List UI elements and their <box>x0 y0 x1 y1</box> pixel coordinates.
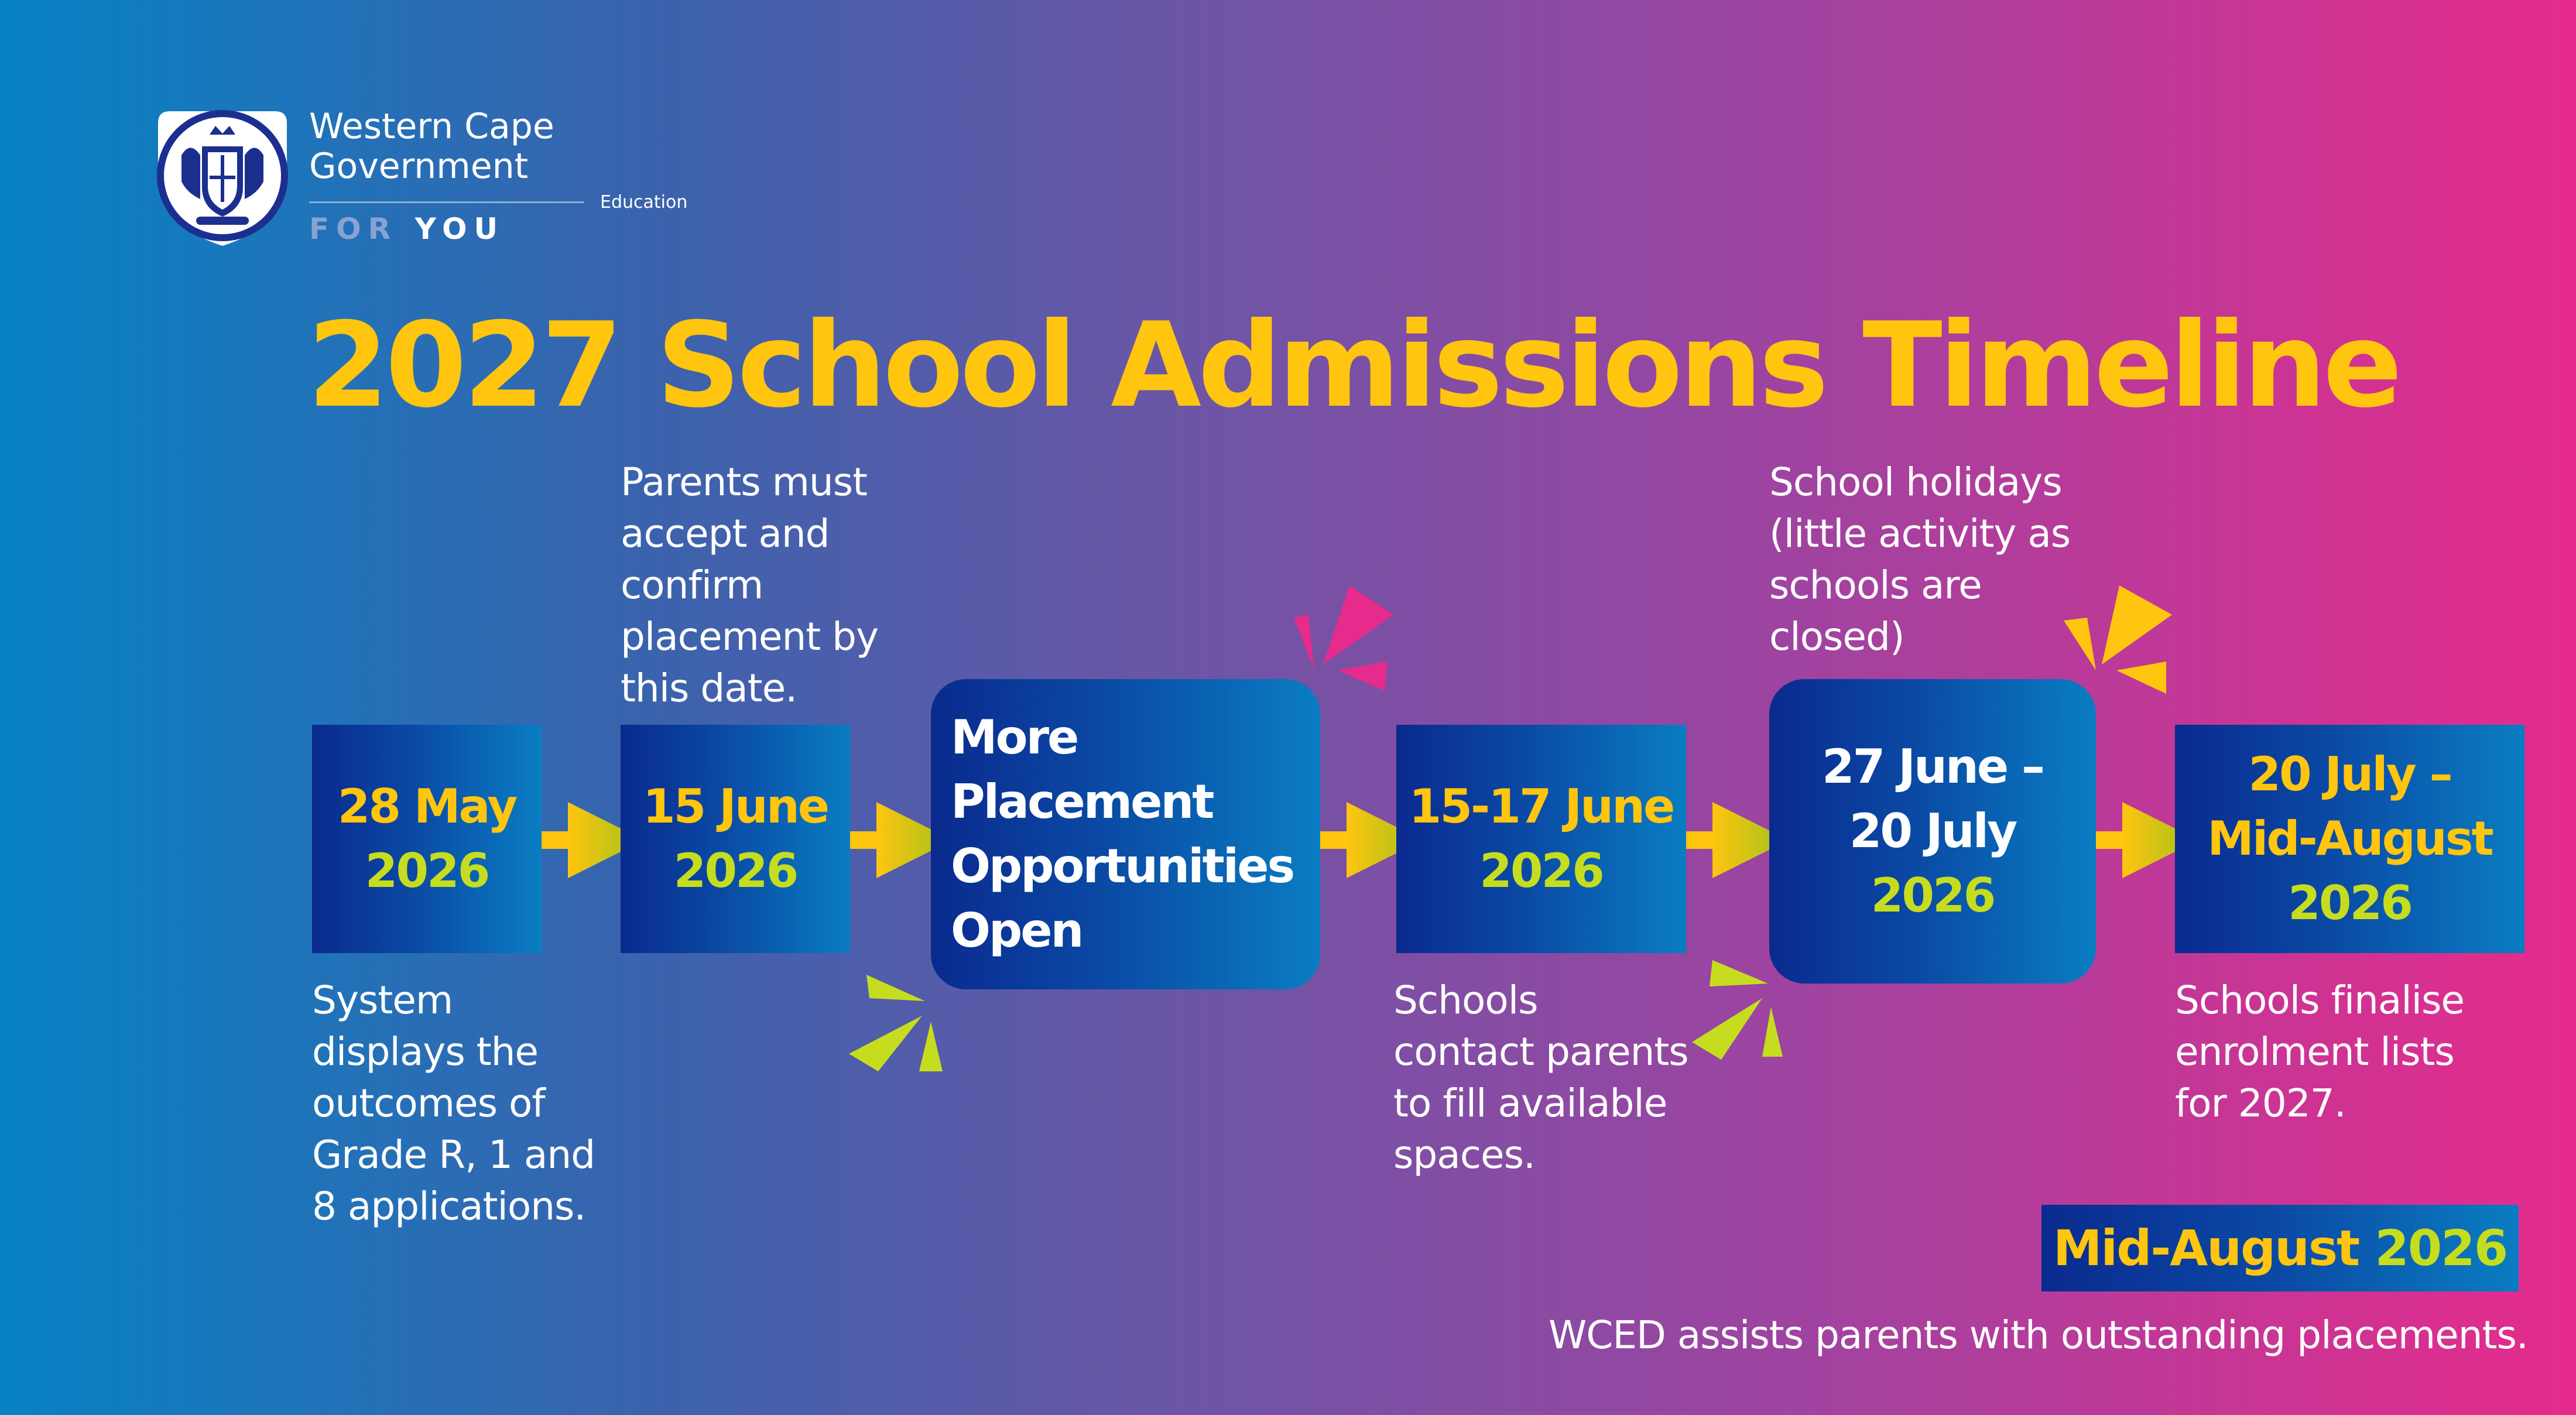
step-box-15-17-june: 15-17 June 2026 <box>1396 725 1686 953</box>
step-box-28-may: 28 May 2026 <box>312 725 542 953</box>
step-year: 2026 <box>365 844 491 898</box>
step-description: Schools finalise enrolment lists for 202… <box>2175 978 2465 1126</box>
step-description: Parents must accept and confirm placemen… <box>621 460 879 711</box>
step-date: 20 July <box>1849 804 2017 858</box>
final-note: WCED assists parents with outstanding pl… <box>1549 1313 2529 1358</box>
step-year: 2026 <box>2288 876 2413 930</box>
logo-tagline: FOR YOU <box>309 212 505 246</box>
arrow-right-icon <box>1320 802 1423 878</box>
burst-yellow-icon <box>2064 585 2172 694</box>
step-date: 15 June <box>642 779 830 834</box>
page-title: 2027 School Admissions Timeline <box>307 297 2402 434</box>
step-date: 28 May <box>337 779 518 834</box>
step-title-line: Placement <box>951 775 1215 829</box>
step-date: 15-17 June <box>1409 779 1676 834</box>
logo-divider <box>309 201 584 203</box>
final-date-box: Mid-August 2026 <box>2041 1205 2519 1291</box>
step-box-20-july-mid-august: 20 July – Mid-August 2026 <box>2175 725 2524 953</box>
arrow-right-icon <box>2096 802 2198 878</box>
step-title-line: Open <box>951 903 1084 958</box>
step-year: 2026 <box>673 844 799 898</box>
step-description-heading: School holidays <box>1769 460 2063 505</box>
final-year: 2026 <box>2375 1219 2508 1277</box>
step-date: 27 June – <box>1822 739 2045 794</box>
burst-green-icon <box>1692 960 1783 1060</box>
logo-name-line2: Government <box>309 146 529 187</box>
logo-name-line1: Western Cape <box>309 106 554 147</box>
arrow-right-icon <box>542 802 644 878</box>
step-description: (little activity as schools are closed) <box>1769 511 2071 659</box>
logo-department: Education <box>600 192 688 213</box>
arrow-right-icon <box>1686 802 1789 878</box>
step-description: Schools contact parents to fill availabl… <box>1393 978 1689 1177</box>
arrow-right-icon <box>850 802 953 878</box>
logo-tagline-you: YOU <box>415 212 505 246</box>
step-date: 20 July – <box>2248 747 2452 801</box>
burst-pink-icon <box>1294 585 1393 691</box>
step-date: Mid-August <box>2207 811 2493 866</box>
step-year: 2026 <box>1871 868 1996 923</box>
coat-of-arms-icon <box>157 110 288 246</box>
step-year: 2026 <box>1479 844 1605 898</box>
step-title-line: More <box>951 710 1079 765</box>
final-date: Mid-August <box>2053 1219 2360 1277</box>
burst-green-icon <box>849 975 943 1071</box>
logo-tagline-for: FOR <box>309 212 398 246</box>
step-box-more-placement: More Placement Opportunities Open <box>931 679 1320 989</box>
step-title-line: Opportunities <box>951 839 1295 893</box>
step-box-27-june-20-july: 27 June – 20 July 2026 <box>1769 679 2096 984</box>
step-description: System displays the outcomes of Grade R,… <box>312 978 595 1229</box>
logo-organisation-name: Western Cape Government <box>309 107 554 186</box>
step-box-15-june: 15 June 2026 <box>621 725 850 953</box>
